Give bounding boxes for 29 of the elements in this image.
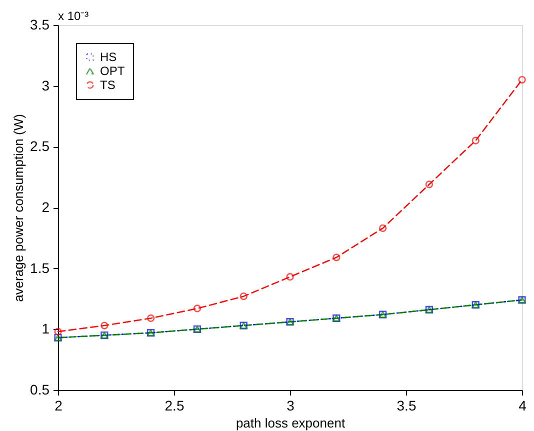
- point: [54, 328, 62, 336]
- x-tick-label: 2.5: [164, 398, 184, 414]
- text: x 10⁻³: [58, 9, 89, 23]
- y-tick-label: 3: [42, 77, 50, 94]
- x-tick-label: 2: [54, 398, 63, 414]
- y-axis-title: average power consumption (W): [11, 114, 26, 302]
- y-tick-label: 2: [42, 199, 50, 215]
- x-tick-label: 3: [286, 398, 295, 414]
- point: [332, 254, 340, 262]
- y-tick-label: 2.5: [30, 138, 50, 154]
- point: [240, 292, 248, 300]
- point: [518, 76, 526, 84]
- y-tick-label: 1.5: [30, 260, 50, 276]
- x-tick-label: 4: [518, 398, 527, 414]
- point: [146, 314, 155, 322]
- point: [472, 136, 480, 144]
- point: [100, 322, 108, 330]
- y-tick-label: 1: [42, 320, 50, 337]
- x-axis-title: path loss exponent: [236, 416, 346, 430]
- y-tick-label: 0.5: [30, 382, 50, 398]
- legend-label: OPT: [100, 64, 126, 78]
- legend-label: HS: [100, 50, 117, 64]
- legend-label: TS: [100, 78, 116, 92]
- point: [378, 224, 387, 232]
- y-tick-label: 3.5: [30, 16, 50, 32]
- point: [193, 304, 202, 312]
- point: [425, 180, 434, 188]
- x-tick-label: 3.5: [396, 398, 416, 414]
- point: [286, 273, 294, 281]
